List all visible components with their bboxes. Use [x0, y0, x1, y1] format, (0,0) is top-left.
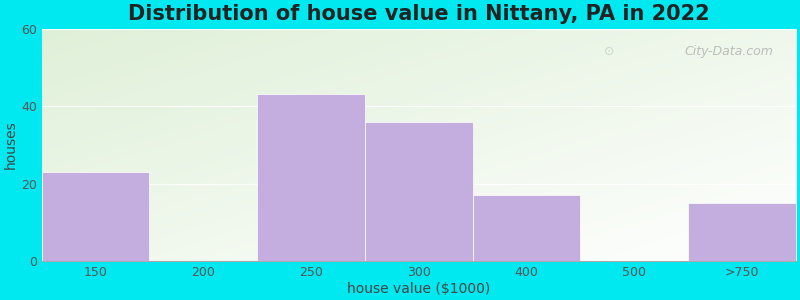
Y-axis label: houses: houses	[4, 121, 18, 169]
Bar	[473, 195, 580, 261]
Bar	[688, 203, 796, 261]
Title: Distribution of house value in Nittany, PA in 2022: Distribution of house value in Nittany, …	[128, 4, 710, 24]
Bar	[365, 122, 473, 261]
Text: ⊙: ⊙	[603, 45, 614, 58]
Bar	[257, 94, 365, 261]
Text: City-Data.com: City-Data.com	[684, 45, 774, 58]
Bar	[42, 172, 150, 261]
X-axis label: house value ($1000): house value ($1000)	[347, 282, 490, 296]
